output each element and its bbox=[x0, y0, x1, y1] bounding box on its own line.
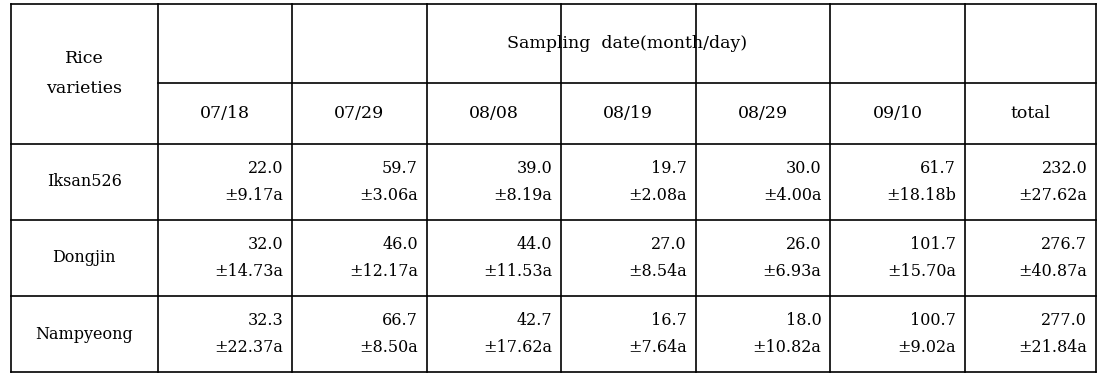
Text: ±40.87a: ±40.87a bbox=[1018, 263, 1087, 280]
Text: ±21.84a: ±21.84a bbox=[1018, 340, 1087, 356]
Text: 42.7: 42.7 bbox=[517, 312, 552, 329]
Text: ±8.54a: ±8.54a bbox=[628, 263, 687, 280]
Text: ±8.19a: ±8.19a bbox=[494, 187, 552, 204]
Text: 19.7: 19.7 bbox=[651, 159, 687, 176]
Text: ±9.17a: ±9.17a bbox=[225, 187, 283, 204]
Text: 32.3: 32.3 bbox=[248, 312, 283, 329]
Text: 100.7: 100.7 bbox=[910, 312, 956, 329]
Text: ±8.50a: ±8.50a bbox=[359, 340, 418, 356]
Text: 26.0: 26.0 bbox=[786, 236, 821, 253]
Text: ±15.70a: ±15.70a bbox=[887, 263, 956, 280]
Text: 39.0: 39.0 bbox=[517, 159, 552, 176]
Text: 232.0: 232.0 bbox=[1042, 159, 1087, 176]
Text: ±4.00a: ±4.00a bbox=[763, 187, 821, 204]
Text: total: total bbox=[1011, 105, 1051, 122]
Text: 27.0: 27.0 bbox=[651, 236, 687, 253]
Text: Sampling  date(month/day): Sampling date(month/day) bbox=[507, 35, 747, 52]
Text: ±9.02a: ±9.02a bbox=[898, 340, 956, 356]
Text: Nampyeong: Nampyeong bbox=[35, 326, 133, 343]
Text: ±18.18b: ±18.18b bbox=[886, 187, 956, 204]
Text: ±27.62a: ±27.62a bbox=[1018, 187, 1087, 204]
Text: 44.0: 44.0 bbox=[517, 236, 552, 253]
Text: ±7.64a: ±7.64a bbox=[628, 340, 687, 356]
Text: 101.7: 101.7 bbox=[910, 236, 956, 253]
Text: Iksan526: Iksan526 bbox=[46, 173, 122, 190]
Text: Dongjin: Dongjin bbox=[52, 249, 116, 267]
Text: Rice
varieties: Rice varieties bbox=[46, 50, 122, 97]
Text: ±10.82a: ±10.82a bbox=[753, 340, 821, 356]
Text: 61.7: 61.7 bbox=[920, 159, 956, 176]
Text: 08/08: 08/08 bbox=[469, 105, 519, 122]
Text: 66.7: 66.7 bbox=[382, 312, 418, 329]
Text: 46.0: 46.0 bbox=[382, 236, 418, 253]
Text: ±17.62a: ±17.62a bbox=[484, 340, 552, 356]
Text: 08/29: 08/29 bbox=[737, 105, 788, 122]
Text: ±14.73a: ±14.73a bbox=[215, 263, 283, 280]
Text: 32.0: 32.0 bbox=[248, 236, 283, 253]
Text: ±12.17a: ±12.17a bbox=[349, 263, 418, 280]
Text: ±11.53a: ±11.53a bbox=[484, 263, 552, 280]
Text: 30.0: 30.0 bbox=[786, 159, 821, 176]
Text: ±22.37a: ±22.37a bbox=[215, 340, 283, 356]
Text: ±3.06a: ±3.06a bbox=[359, 187, 418, 204]
Text: 07/18: 07/18 bbox=[199, 105, 250, 122]
Text: 16.7: 16.7 bbox=[651, 312, 687, 329]
Text: 59.7: 59.7 bbox=[382, 159, 418, 176]
Text: 18.0: 18.0 bbox=[786, 312, 821, 329]
Text: 07/29: 07/29 bbox=[334, 105, 384, 122]
Text: ±2.08a: ±2.08a bbox=[629, 187, 687, 204]
Text: 276.7: 276.7 bbox=[1042, 236, 1087, 253]
Text: 22.0: 22.0 bbox=[248, 159, 283, 176]
Text: 08/19: 08/19 bbox=[603, 105, 653, 122]
Text: 277.0: 277.0 bbox=[1042, 312, 1087, 329]
Text: 09/10: 09/10 bbox=[872, 105, 922, 122]
Text: ±6.93a: ±6.93a bbox=[763, 263, 821, 280]
